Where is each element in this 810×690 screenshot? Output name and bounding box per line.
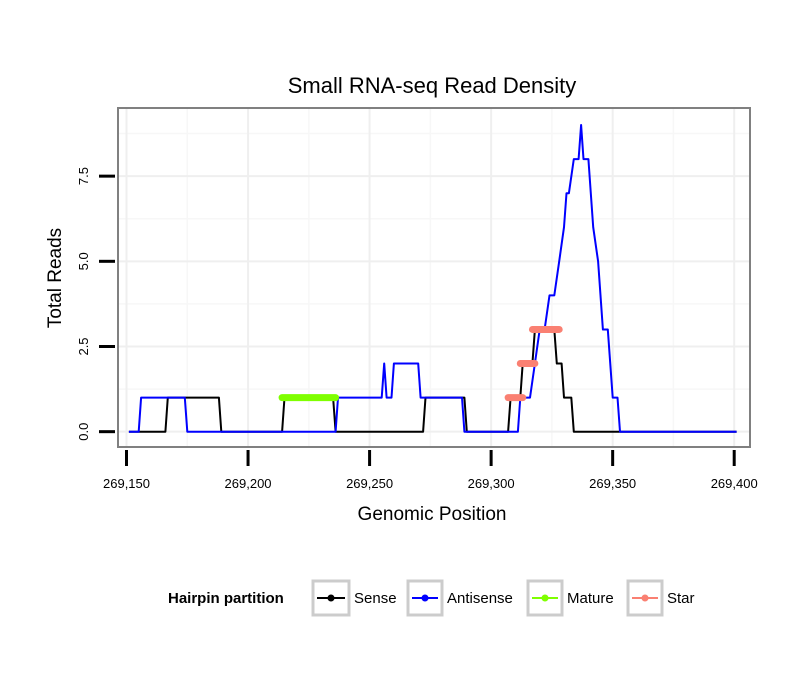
legend-label: Antisense [447, 590, 513, 607]
chart-title: Small RNA-seq Read Density [288, 73, 577, 98]
y-tick-label: 5.0 [76, 252, 91, 270]
legend-key-point [421, 594, 429, 602]
legend-item-mature: Mature [526, 579, 614, 617]
x-tick-label: 269,400 [711, 476, 758, 491]
legend-item-star: Star [626, 579, 695, 617]
legend-label: Star [667, 590, 695, 607]
legend-label: Mature [567, 590, 614, 607]
x-axis-title: Genomic Position [358, 504, 507, 525]
x-tick-label: 269,350 [589, 476, 636, 491]
x-tick-label: 269,200 [225, 476, 272, 491]
x-tick-label: 269,150 [103, 476, 150, 491]
y-tick-label: 7.5 [76, 167, 91, 185]
series-sense-line [128, 328, 737, 433]
legend-title: Hairpin partition [168, 590, 284, 607]
x-tick-label: 269,250 [346, 476, 393, 491]
y-tick-label: 0.0 [76, 423, 91, 441]
plot-panel [117, 107, 751, 448]
legend-key-point [327, 594, 335, 602]
legend-key-point [541, 594, 549, 602]
legend-label: Sense [354, 590, 397, 607]
legend-item-antisense: Antisense [406, 579, 513, 617]
legend: Hairpin partition Sense Antisense Mature St… [168, 579, 695, 617]
series-layer [128, 124, 737, 433]
y-tick-label: 2.5 [76, 337, 91, 355]
series-antisense-line [128, 124, 737, 433]
x-tick-label: 269,300 [468, 476, 515, 491]
axes: 269,150 269,200 269,250 269,300 269,350 269,4… [76, 167, 758, 491]
legend-item-sense: Sense [311, 579, 397, 617]
y-axis-title: Total Reads [45, 228, 66, 328]
legend-key-point [641, 594, 649, 602]
